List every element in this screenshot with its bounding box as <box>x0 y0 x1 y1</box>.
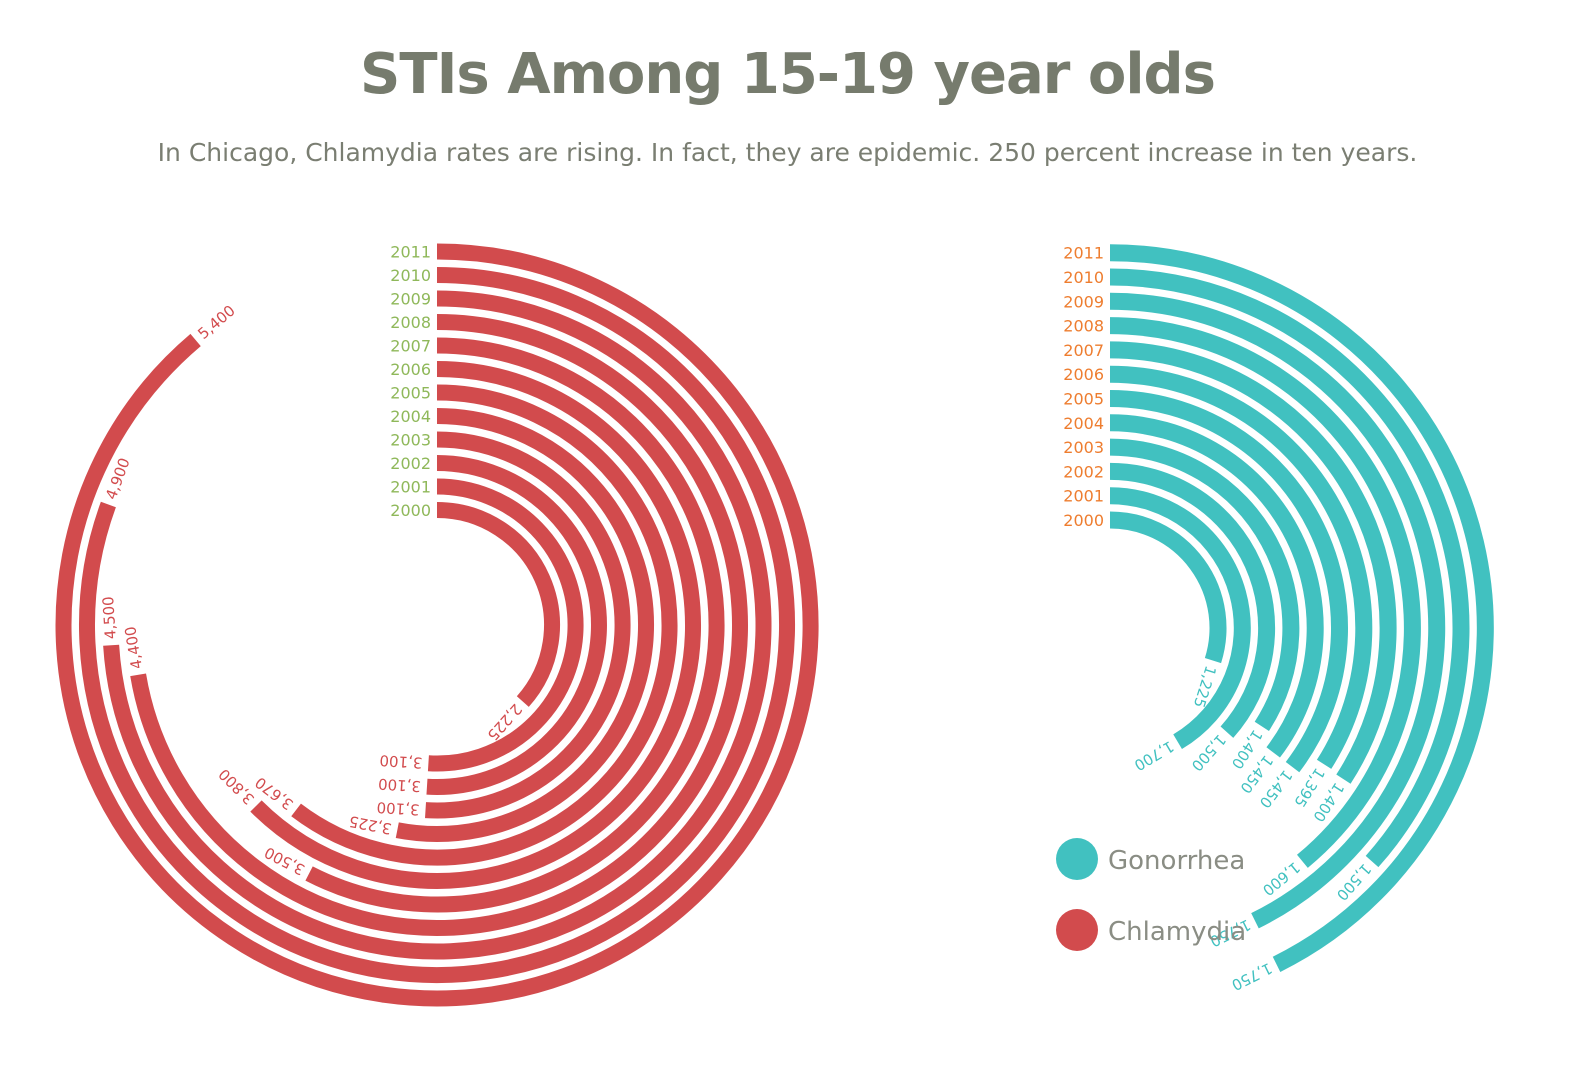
chlamydia-year-label-2000: 2000 <box>390 501 431 520</box>
chlamydia-arc-2009 <box>103 290 772 960</box>
gonorrhea-arc-2004 <box>1109 414 1324 758</box>
gonorrhea-arc-2002 <box>1109 462 1276 738</box>
gonorrhea-arc-2006 <box>1109 365 1373 769</box>
chlamydia-arc-2004 <box>395 408 654 842</box>
chlamydia-year-label-2010: 2010 <box>390 266 431 285</box>
legend-item-gonorrhea: Gonorrhea <box>1056 838 1245 880</box>
chlamydia-radial-chart: 20002,22520013,10020023,10020033,1002004… <box>55 243 819 1007</box>
legend: Gonorrhea Chlamydia <box>1056 838 1246 951</box>
chlamydia-year-label-2006: 2006 <box>390 360 431 379</box>
gonorrhea-arc-2008 <box>1109 317 1421 868</box>
chlamydia-year-label-2005: 2005 <box>390 384 431 403</box>
gonorrhea-year-label-2010: 2010 <box>1063 268 1104 287</box>
chlamydia-arc-2001 <box>427 478 584 772</box>
gonorrhea-year-label-2009: 2009 <box>1063 292 1104 311</box>
chlamydia-year-label-2007: 2007 <box>390 337 431 356</box>
chlamydia-value-label-2009: 4,500 <box>99 596 120 640</box>
chlamydia-arc-2000 <box>436 502 560 707</box>
chlamydia-year-label-2002: 2002 <box>390 454 431 473</box>
chlamydia-value-label-2001: 3,100 <box>379 751 423 772</box>
chlamydia-arc-2003 <box>425 431 631 819</box>
chlamydia-arc-2011 <box>55 243 819 1007</box>
chart-subtitle: In Chicago, Chlamydia rates are rising. … <box>157 138 1418 167</box>
gonorrhea-arc-2000 <box>1109 511 1227 664</box>
gonorrhea-arc-2009 <box>1109 292 1446 929</box>
gonorrhea-year-label-2003: 2003 <box>1063 438 1104 457</box>
gonorrhea-year-label-2004: 2004 <box>1063 414 1104 433</box>
chlamydia-value-label-2011: 5,400 <box>194 301 238 342</box>
gonorrhea-arc-2007 <box>1109 341 1397 784</box>
chlamydia-year-label-2004: 2004 <box>390 407 431 426</box>
chlamydia-value-label-2006: 3,800 <box>215 765 258 808</box>
chlamydia-arc-2008 <box>130 314 748 936</box>
chlamydia-value-label-2002: 3,100 <box>378 775 422 796</box>
chart-title: STIs Among 15-19 year olds <box>360 42 1216 107</box>
gonorrhea-radial-chart: 20001,22520011,70020021,50020031,4002004… <box>1063 244 1494 994</box>
chlamydia-arc-2006 <box>250 361 701 889</box>
gonorrhea-value-label-2001: 1,700 <box>1131 737 1177 774</box>
legend-swatch-gonorrhea <box>1056 838 1098 880</box>
gonorrhea-year-label-2011: 2011 <box>1063 244 1104 263</box>
legend-swatch-chlamydia <box>1056 909 1098 951</box>
legend-label-gonorrhea: Gonorrhea <box>1108 846 1245 876</box>
gonorrhea-year-label-2002: 2002 <box>1063 462 1104 481</box>
chlamydia-year-label-2011: 2011 <box>390 243 431 262</box>
gonorrhea-arc-2003 <box>1109 438 1300 731</box>
chlamydia-value-label-2003: 3,100 <box>376 798 420 819</box>
gonorrhea-arc-2005 <box>1109 390 1348 773</box>
chlamydia-year-label-2003: 2003 <box>390 431 431 450</box>
gonorrhea-year-label-2006: 2006 <box>1063 365 1104 384</box>
gonorrhea-arc-2001 <box>1109 487 1251 750</box>
chlamydia-arc-2002 <box>426 455 607 795</box>
gonorrhea-arc-2010 <box>1109 268 1470 868</box>
gonorrhea-year-label-2007: 2007 <box>1063 341 1104 360</box>
chlamydia-arc-2007 <box>305 337 725 913</box>
chlamydia-year-label-2001: 2001 <box>390 478 431 497</box>
legend-label-chlamydia: Chlamydia <box>1108 917 1246 947</box>
chlamydia-arc-2010 <box>79 267 795 983</box>
gonorrhea-year-label-2008: 2008 <box>1063 317 1104 336</box>
gonorrhea-arc-2011 <box>1109 244 1494 972</box>
legend-item-chlamydia: Chlamydia <box>1056 909 1246 951</box>
chlamydia-value-label-2008: 4,400 <box>121 625 146 670</box>
chlamydia-year-label-2008: 2008 <box>390 313 431 332</box>
chlamydia-year-label-2009: 2009 <box>390 290 431 309</box>
gonorrhea-year-label-2000: 2000 <box>1063 511 1104 530</box>
gonorrhea-year-label-2005: 2005 <box>1063 390 1104 409</box>
gonorrhea-value-label-2011: 1,750 <box>1229 959 1275 994</box>
chlamydia-arc-2005 <box>291 384 678 866</box>
gonorrhea-year-label-2001: 2001 <box>1063 487 1104 506</box>
